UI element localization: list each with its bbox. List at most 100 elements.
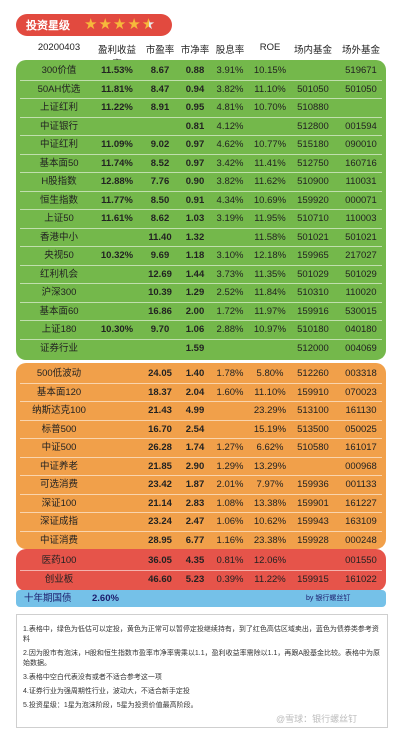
cell-pb: 0.97 — [185, 139, 205, 150]
table-row: 沪深300 10.39 1.29 2.52% 11.84% 510310 110020 — [0, 283, 400, 302]
cell-out: 001550 — [345, 555, 377, 566]
cell-pe: 26.28 — [148, 442, 172, 453]
cell-in: 512750 — [297, 157, 329, 169]
table-row: 医药100 36.05 4.35 0.81% 12.06% 001550 — [0, 551, 400, 570]
cell-pb: 4.99 — [185, 405, 205, 416]
cell-in: 510310 — [297, 287, 329, 298]
cell-div: 0.39% — [216, 573, 244, 585]
index-name: 中证消费 — [39, 534, 78, 546]
cell-yield: 11.61% — [101, 213, 133, 224]
cell-pe: 16.70 — [148, 423, 172, 435]
header-pe: 市盈率 — [145, 45, 175, 56]
cell-pb: 2.47 — [185, 516, 205, 527]
cell-pe: 8.47 — [150, 83, 170, 95]
cell-roe: 10.69% — [253, 194, 287, 206]
row-divider — [20, 264, 382, 266]
cell-pb: 5.23 — [185, 573, 205, 585]
table-row: H股指数 12.88% 7.76 0.90 3.82% 11.62% 510900 11003… — [0, 172, 400, 191]
header-onsite-fund: 场内基金 — [293, 45, 332, 56]
row-divider — [20, 79, 382, 81]
cell-pe: 21.85 — [148, 460, 172, 472]
index-name: 纳斯达克100 — [32, 405, 86, 416]
cell-pe: 21.43 — [148, 405, 172, 416]
cell-in: 515180 — [297, 139, 329, 150]
cell-pb: 4.35 — [185, 555, 205, 566]
index-name: 上证红利 — [39, 102, 78, 113]
star-rating-icon: ★★★★★ — [84, 14, 156, 36]
cell-div: 2.01% — [216, 479, 244, 490]
cell-roe: 11.10% — [254, 83, 286, 95]
index-name: 证券行业 — [39, 342, 78, 354]
normal-zone — [16, 363, 386, 549]
table-row: 50AH优选 11.81% 8.47 0.94 3.82% 11.10% 501050 501… — [0, 80, 400, 99]
cell-div: 1.78% — [216, 368, 244, 379]
cell-roe: 11.84% — [254, 287, 286, 298]
cell-out: 217027 — [345, 250, 377, 261]
cell-roe: 10.62% — [253, 516, 287, 527]
cell-roe: 12.06% — [253, 555, 287, 566]
cell-pb: 0.90 — [185, 176, 205, 187]
table-row: 证券行业 1.59 512000 004069 — [0, 339, 400, 358]
row-divider — [20, 209, 382, 210]
note-2: 2.因为股市有泡沫，H股和恒生指数市盈率市净率需乘以1.1，盈利收益率需除以1.… — [23, 650, 381, 667]
cell-div: 3.19% — [216, 213, 244, 224]
cell-pb: 1.59 — [185, 342, 205, 354]
cell-pb: 2.83 — [185, 497, 205, 509]
table-row: 基本面50 11.74% 8.52 0.97 3.42% 11.41% 512750 1607… — [0, 154, 400, 173]
bond-label: 十年期国债 — [24, 593, 72, 604]
cell-roe: 6.62% — [256, 442, 284, 453]
cell-in: 510580 — [297, 442, 329, 453]
index-name: 上证180 — [41, 324, 77, 335]
cell-out: 000968 — [345, 460, 377, 472]
note-4: 4.证券行业为强周期性行业，波动大，不适合新手定投 — [23, 688, 190, 695]
index-name: 中证养老 — [39, 460, 78, 472]
cell-in: 513100 — [297, 405, 329, 416]
table-row: 可选消费 23.42 1.87 2.01% 7.97% 159936 001133 — [0, 475, 400, 494]
cell-out: 110020 — [345, 287, 377, 298]
row-divider — [20, 569, 382, 571]
index-name: 基本面60 — [39, 305, 79, 317]
cell-in: 159915 — [297, 573, 329, 585]
cell-out: 161022 — [345, 573, 377, 585]
cell-div: 3.82% — [216, 176, 244, 187]
cell-roe: 10.97% — [253, 324, 287, 335]
cell-pb: 1.18 — [185, 250, 205, 261]
cell-pe: 8.67 — [150, 65, 170, 76]
cell-out: 000248 — [345, 534, 377, 546]
cell-out: 003318 — [345, 368, 377, 379]
cell-roe: 7.97% — [256, 479, 284, 490]
cell-out: 501029 — [345, 268, 377, 280]
cell-pe: 7.76 — [150, 176, 170, 187]
cell-out: 161227 — [345, 497, 377, 509]
cell-in: 510900 — [297, 176, 329, 187]
cell-div: 1.27% — [216, 442, 244, 453]
index-name: 央视50 — [44, 250, 74, 261]
table-row: 500低波动 24.05 1.40 1.78% 5.80% 512260 003318 — [0, 364, 400, 383]
cell-pb: 6.77 — [185, 534, 205, 546]
cell-in: 512260 — [297, 368, 329, 379]
cell-pb: 0.88 — [185, 65, 205, 76]
rating-badge: 投资星级 ★★★★★ — [16, 14, 172, 36]
row-divider — [20, 153, 382, 155]
table-row: 中证消费 28.95 6.77 1.16% 23.38% 159928 000248 — [0, 531, 400, 550]
cell-div: 4.34% — [216, 194, 244, 206]
cell-yield: 11.53% — [101, 65, 133, 76]
index-name: 中证银行 — [39, 120, 78, 132]
index-name: 深证100 — [41, 497, 77, 509]
bond-zone — [16, 590, 386, 607]
cell-div: 2.88% — [216, 324, 244, 335]
cell-pb: 2.54 — [185, 423, 205, 435]
index-name: 基本面120 — [36, 386, 82, 398]
cell-pb: 0.95 — [185, 102, 205, 113]
watermark: @雪球：银行螺丝钉 — [276, 714, 358, 724]
row-divider — [20, 98, 382, 99]
table-row: 中证红利 11.09% 9.02 0.97 4.62% 10.77% 515180 09001… — [0, 135, 400, 154]
cell-div: 1.29% — [216, 460, 244, 472]
header-date: 20200403 — [37, 42, 81, 53]
bond-yield: 2.60% — [92, 593, 119, 604]
note-3: 3.表格中空白代表没有或者不适合参考这一项 — [23, 674, 162, 681]
cell-out: 501021 — [345, 231, 377, 243]
cell-div: 1.08% — [216, 497, 244, 509]
half-star-icon: ★ — [141, 16, 157, 33]
cell-pe: 28.95 — [148, 534, 172, 546]
